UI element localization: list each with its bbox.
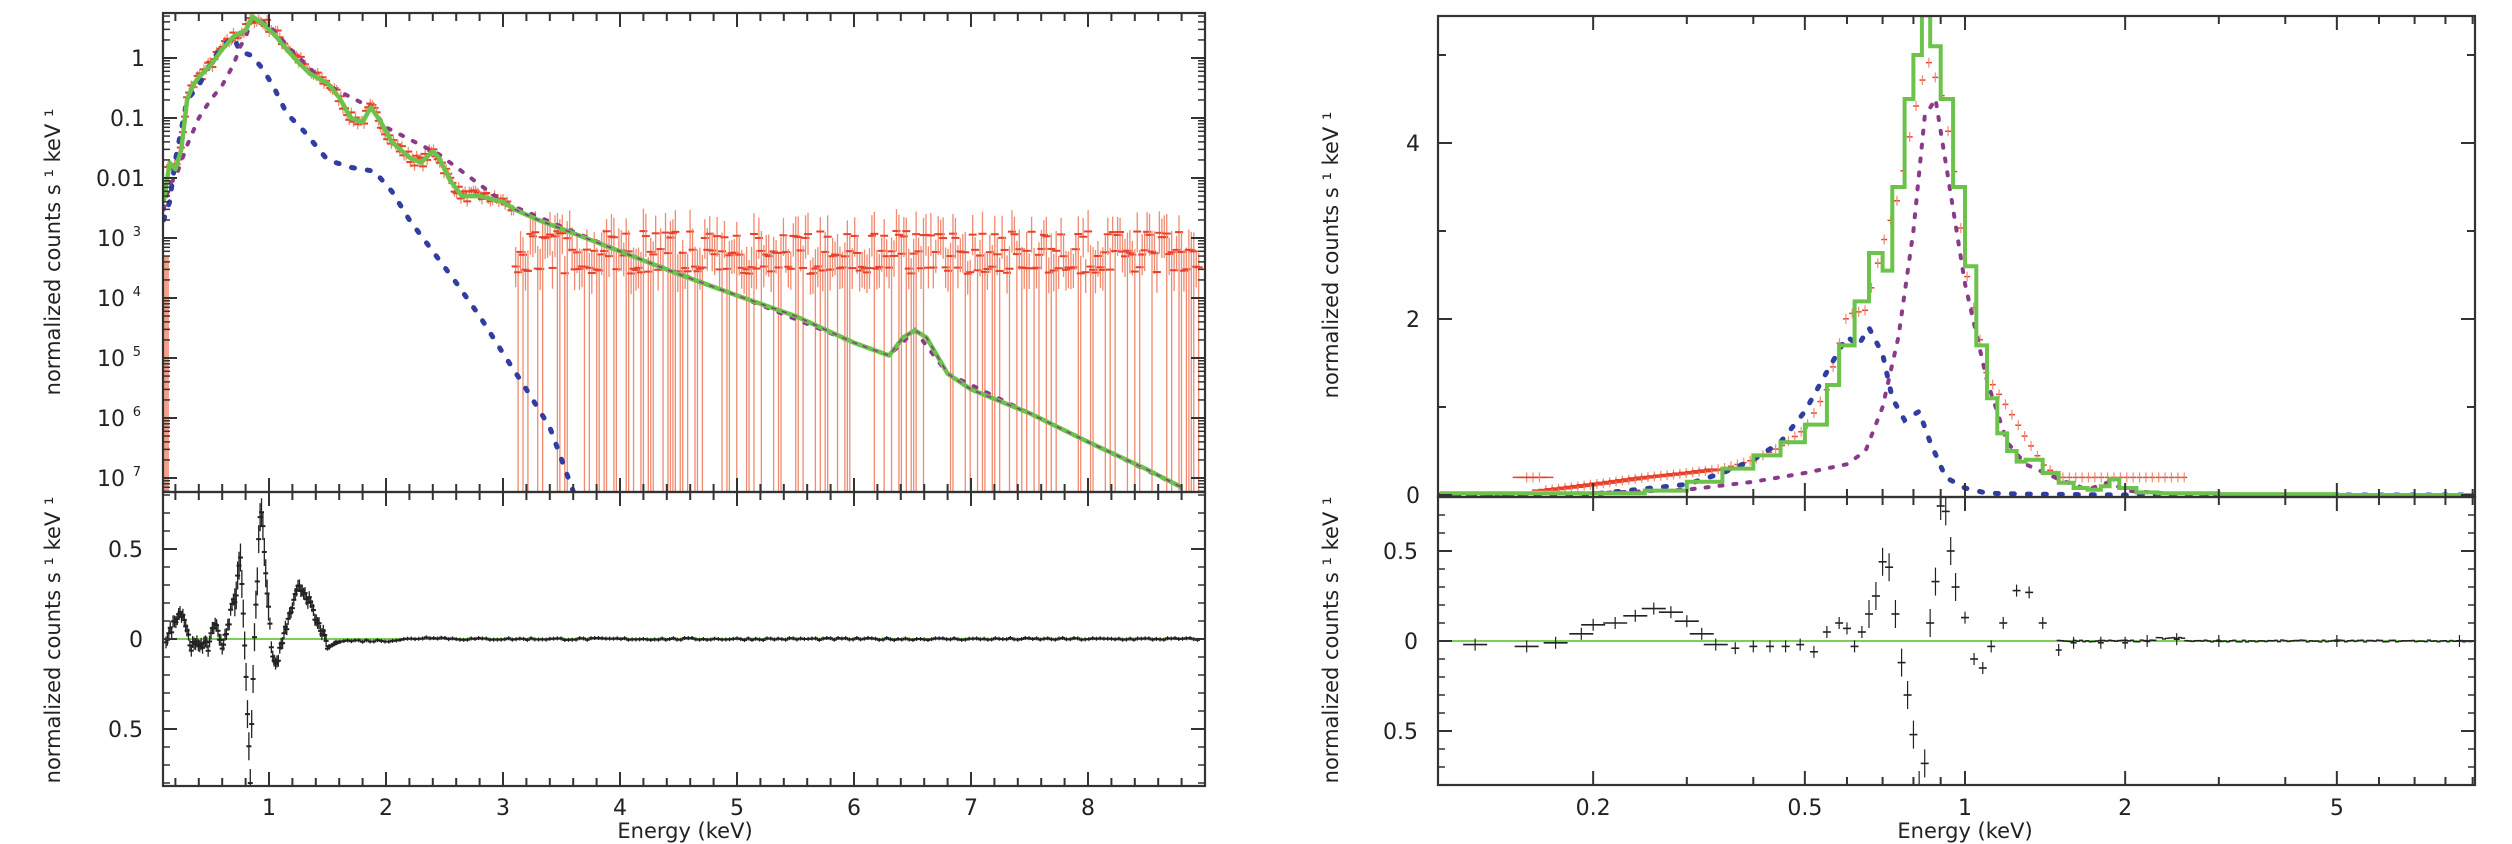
x-tick-label: 8 <box>1081 796 1095 821</box>
left-residual-plot-area <box>163 498 1205 786</box>
residual-y-tick-label: 0 <box>129 628 143 653</box>
x-tick-label: 5 <box>730 796 744 821</box>
y-tick-label: 0.01 <box>96 167 145 192</box>
right-residual-plot-area <box>1438 497 2475 785</box>
x-tick-label: 5 <box>2330 796 2344 821</box>
right-upper-ylabel: normalized counts s ¹ keV ¹ <box>1319 112 1343 399</box>
residual-y-tick-label: 0.5 <box>1383 720 1418 745</box>
x-tick-label: 3 <box>496 796 510 821</box>
residual-y-tick-label: 0.5 <box>108 538 143 563</box>
right-upper-plot-area <box>1438 16 2475 497</box>
x-tick-label: 2 <box>379 796 393 821</box>
y-tick-label: 10 <box>97 287 125 312</box>
model-overlay-dash <box>514 208 1182 488</box>
x-tick-label: 6 <box>847 796 861 821</box>
right-xlabel: Energy (keV) <box>1897 819 2032 843</box>
y-tick-label: 10 <box>97 227 125 252</box>
right-data-points <box>1512 57 2188 496</box>
right-residual-points <box>1463 497 2473 785</box>
left-data-points <box>163 13 1203 492</box>
y-tick-exponent: 7 <box>133 465 141 480</box>
residual-y-tick-label: 0.5 <box>108 718 143 743</box>
y-tick-label: 0 <box>1406 484 1420 509</box>
x-tick-label: 0.2 <box>1576 796 1611 821</box>
x-tick-label: 0.5 <box>1787 796 1822 821</box>
component-1-curve <box>1438 322 2475 497</box>
y-tick-label: 10 <box>97 467 125 492</box>
y-tick-label: 10 <box>97 407 125 432</box>
y-tick-label: 0.1 <box>110 107 145 132</box>
left-axes: 1 2 3 4 5 6 7 8 1 0.1 0.01 10 3 10 4 10 5 10 6 10 7 0.5 0 0.5 <box>96 11 1207 821</box>
y-tick-label: 1 <box>131 47 145 72</box>
y-tick-label: 2 <box>1406 308 1420 333</box>
y-tick-exponent: 5 <box>133 345 141 360</box>
y-tick-exponent: 4 <box>133 285 141 300</box>
y-tick-label: 4 <box>1406 132 1420 157</box>
left-lower-ylabel: normalized counts s ¹ keV ¹ <box>41 497 65 784</box>
component-2-curve <box>1438 93 2475 497</box>
x-tick-label: 2 <box>2118 796 2132 821</box>
right-spectrum-panel: 0.2 0.5 1 2 5 0 2 4 0.5 0 0.5 normalized counts s … <box>1319 14 2477 843</box>
left-spectrum-panel: 1 2 3 4 5 6 7 8 1 0.1 0.01 10 3 10 4 10 5 10 6 10 7 0.5 0 0.5 n… <box>41 11 1207 843</box>
left-upper-ylabel: normalized counts s ¹ keV ¹ <box>41 109 65 396</box>
y-tick-label: 10 <box>97 347 125 372</box>
left-residual-points <box>163 498 1201 786</box>
x-tick-label: 1 <box>262 796 276 821</box>
x-tick-label: 4 <box>613 796 627 821</box>
model-total-step <box>1439 16 2474 497</box>
residual-y-tick-label: 0.5 <box>1383 540 1418 565</box>
component-1-curve <box>163 33 576 492</box>
right-lower-ylabel: normalized counts s ¹ keV ¹ <box>1319 497 1343 784</box>
upper-frame <box>1436 14 2477 499</box>
left-upper-plot-area <box>163 13 1203 492</box>
x-tick-label: 7 <box>964 796 978 821</box>
y-tick-exponent: 3 <box>133 225 141 240</box>
residual-y-tick-label: 0 <box>1404 630 1418 655</box>
y-tick-exponent: 6 <box>133 405 141 420</box>
left-xlabel: Energy (keV) <box>617 819 752 843</box>
right-axes: 0.2 0.5 1 2 5 0 2 4 0.5 0 0.5 <box>1383 14 2477 821</box>
x-tick-label: 1 <box>1958 796 1972 821</box>
